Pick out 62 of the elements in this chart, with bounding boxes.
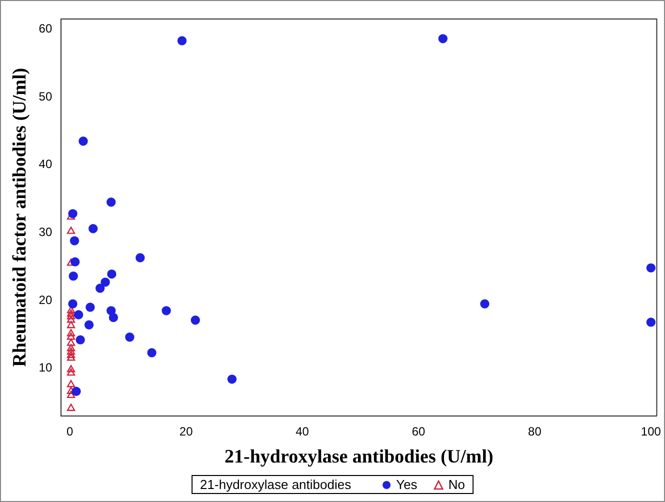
point — [136, 253, 145, 262]
point — [84, 320, 94, 330]
point — [162, 306, 171, 316]
point — [66, 390, 76, 398]
point — [86, 302, 95, 312]
point — [100, 278, 110, 287]
point — [66, 312, 76, 320]
y-tick-label: 30 — [38, 224, 52, 239]
x-tick-label: 80 — [528, 424, 542, 438]
point — [68, 299, 78, 308]
point — [95, 284, 105, 293]
x-tick-label: 20 — [179, 424, 194, 438]
x-tick-label: 60 — [412, 424, 426, 438]
point — [66, 344, 76, 352]
point — [72, 386, 81, 396]
point — [70, 257, 80, 266]
x-tick-label: 100 — [640, 424, 662, 438]
y-tick-label: 20 — [38, 292, 52, 307]
y-tick-label: 50 — [38, 89, 52, 104]
point — [646, 263, 656, 273]
x-axis-title: 21-hydroxylase antibodies (U/ml) — [224, 446, 494, 468]
point — [76, 335, 85, 344]
point — [66, 368, 76, 376]
point — [125, 332, 134, 342]
point — [438, 34, 448, 44]
point — [108, 312, 118, 322]
point — [147, 348, 156, 358]
point — [66, 354, 76, 361]
point — [66, 347, 76, 355]
y-tick-label: 10 — [38, 360, 52, 375]
point — [66, 320, 76, 328]
point — [66, 329, 76, 336]
x-tick-label: 0 — [66, 424, 74, 438]
point — [68, 271, 78, 281]
point — [227, 374, 237, 384]
point — [66, 316, 76, 323]
y-axis-title: Rheumatoid factor antibodies (U/ml) — [9, 68, 30, 367]
point — [106, 198, 116, 207]
point — [78, 136, 88, 146]
point — [66, 309, 76, 317]
point — [190, 316, 200, 325]
legend-label: Yes — [396, 477, 418, 492]
point — [66, 380, 76, 388]
point — [68, 209, 78, 218]
point — [66, 365, 76, 372]
point — [646, 318, 656, 327]
point — [66, 404, 76, 411]
point — [480, 299, 490, 308]
y-tick-label: 60 — [38, 21, 52, 36]
y-tick-label: 40 — [38, 157, 52, 172]
point — [107, 269, 116, 279]
point — [70, 236, 80, 246]
legend-title: 21-hydroxylase antibodies — [200, 477, 352, 492]
legend-label: No — [448, 477, 465, 492]
point — [66, 350, 76, 358]
x-tick-label: 40 — [296, 424, 310, 438]
point — [66, 226, 76, 234]
point — [66, 338, 76, 346]
point — [66, 332, 76, 340]
point — [74, 310, 84, 320]
point — [177, 36, 187, 46]
point — [88, 224, 98, 234]
